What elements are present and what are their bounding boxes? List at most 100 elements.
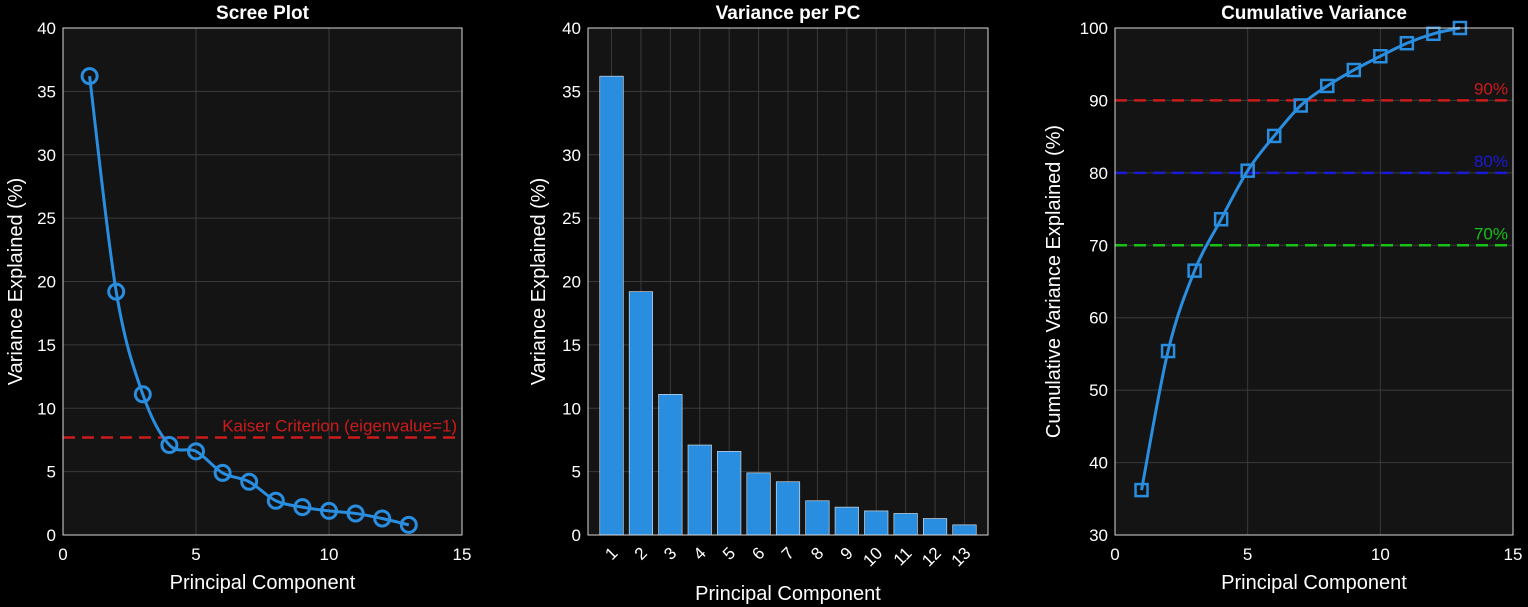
x-tick-label: 11	[890, 544, 916, 570]
y-tick-label: 10	[37, 399, 56, 418]
scree-data-point	[107, 282, 126, 301]
x-tick-label: 7	[778, 544, 798, 564]
scree-data-point	[373, 509, 392, 528]
y-tick-label: 20	[37, 273, 56, 292]
y-tick-label: 25	[37, 209, 56, 228]
x-tick-label: 2	[631, 544, 651, 564]
cumulative-data-point	[1320, 78, 1335, 94]
y-tick-label: 30	[37, 146, 56, 165]
y-tick-label: 15	[562, 336, 581, 355]
y-tick-label: 90	[1089, 91, 1108, 110]
x-axis-label: Principal Component	[170, 572, 356, 594]
cumulative-data-point	[1346, 62, 1362, 78]
x-tick-label: 5	[1243, 545, 1252, 564]
x-tick-label: 3	[660, 544, 680, 564]
y-axis-label: Variance Explained (%)	[5, 178, 27, 386]
y-tick-label: 80	[1089, 164, 1108, 183]
plot-area	[1115, 28, 1513, 535]
y-tick-label: 50	[1089, 381, 1108, 400]
scree-data-point	[187, 442, 205, 461]
scree-series-line	[88, 75, 410, 527]
variance-bar	[687, 444, 712, 536]
y-axis-label: Variance Explained (%)	[528, 178, 550, 386]
x-tick-label: 10	[859, 544, 886, 571]
cumulative-data-point	[1134, 482, 1149, 498]
kaiser-label: Kaiser Criterion (eigenvalue=1)	[222, 417, 457, 436]
scree-data-point	[399, 515, 418, 534]
variance-bar	[952, 524, 977, 536]
cumulative-data-point	[1213, 211, 1229, 227]
x-tick-label: 15	[1504, 545, 1523, 564]
variance-bar	[922, 518, 948, 536]
variance-bar	[717, 451, 742, 536]
y-tick-label: 35	[37, 82, 56, 101]
scree-data-point	[240, 472, 259, 491]
x-tick-label: 10	[1371, 545, 1390, 564]
x-tick-label: 12	[918, 544, 945, 571]
y-tick-label: 20	[562, 273, 581, 292]
y-tick-label: 40	[37, 19, 56, 38]
y-tick-label: 35	[562, 82, 581, 101]
variance-bar	[746, 472, 771, 536]
scree-data-point	[320, 501, 338, 520]
y-tick-label: 15	[37, 336, 56, 355]
x-tick-label: 8	[807, 544, 827, 564]
y-tick-label: 100	[1080, 19, 1108, 38]
chart-1-axes: 0 5 10 15 20 25 30 35 40 0 5 10 15 Kaiser Criterion (…	[5, 3, 471, 594]
chart-title: Variance per PC	[716, 3, 861, 24]
y-tick-label: 30	[562, 146, 581, 165]
x-tick-label: 0	[1110, 545, 1119, 564]
x-tick-label: 5	[719, 544, 739, 564]
x-tick-label: 1	[601, 544, 621, 564]
scree-data-point	[80, 67, 99, 86]
cumulative-data-point	[1373, 48, 1388, 64]
x-tick-label: 0	[58, 545, 67, 564]
x-tick-label: 9	[837, 544, 857, 564]
x-tick-label: 10	[320, 545, 339, 564]
threshold-label-70: 70%	[1474, 224, 1508, 243]
y-tick-label: 0	[47, 526, 56, 545]
x-tick-label: 4	[690, 544, 710, 564]
scree-data-point	[346, 504, 365, 523]
threshold-label-90: 90%	[1474, 79, 1508, 98]
variance-bar	[893, 513, 918, 536]
y-tick-label: 10	[562, 399, 581, 418]
y-tick-label: 5	[572, 463, 581, 482]
y-tick-label: 70	[1089, 236, 1108, 255]
variance-bar	[628, 291, 654, 536]
y-tick-label: 0	[572, 526, 581, 545]
x-tick-label: 15	[453, 545, 472, 564]
axes-frame	[1114, 27, 1514, 536]
y-tick-label: 60	[1089, 309, 1108, 328]
x-tick-label: 5	[191, 545, 200, 564]
cumulative-data-point	[1266, 128, 1282, 144]
chart-title: Cumulative Variance	[1221, 3, 1407, 24]
threshold-label-80: 80%	[1474, 152, 1508, 171]
scree-data-point	[266, 491, 285, 510]
scree-data-point	[293, 498, 312, 517]
y-tick-label: 40	[562, 19, 581, 38]
variance-bar	[805, 500, 830, 536]
axes-frame	[62, 27, 463, 536]
axes-frame	[587, 27, 989, 536]
cumulative-data-point	[1160, 343, 1176, 359]
cumulative-data-point	[1399, 35, 1415, 51]
chart-3-axes: 30 40 50 60 70 80 90 100 0 5 10 15 90% 80% 70% Cumulati…	[1043, 3, 1522, 594]
variance-bar	[834, 506, 859, 536]
scree-data-point	[213, 463, 232, 482]
y-tick-label: 5	[47, 463, 56, 482]
variance-bar	[864, 510, 889, 536]
variance-bar	[599, 75, 624, 536]
chart-title: Scree Plot	[216, 3, 310, 24]
y-tick-label: 40	[1089, 454, 1108, 473]
cumulative-data-point	[1293, 98, 1308, 113]
cumulative-data-point	[1240, 163, 1255, 178]
x-axis-label: Principal Component	[1221, 572, 1407, 594]
scree-data-point	[133, 385, 152, 404]
y-tick-label: 25	[562, 209, 581, 228]
y-axis-label: Cumulative Variance Explained (%)	[1043, 125, 1065, 438]
cumulative-data-point	[1187, 263, 1202, 278]
x-tick-label: 13	[948, 544, 975, 571]
